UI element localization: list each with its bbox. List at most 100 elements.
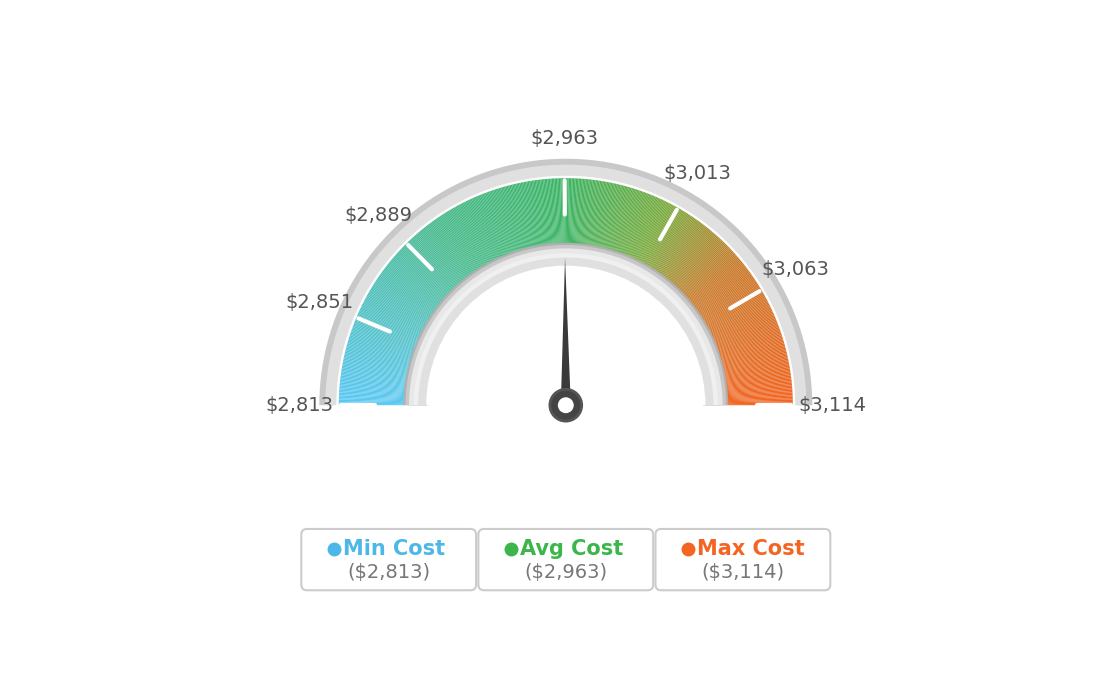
Wedge shape (698, 327, 779, 357)
Wedge shape (676, 264, 744, 318)
Wedge shape (344, 355, 428, 375)
Wedge shape (357, 315, 436, 350)
Wedge shape (445, 212, 492, 286)
Wedge shape (353, 323, 435, 355)
Wedge shape (700, 337, 783, 364)
Wedge shape (343, 357, 428, 376)
Text: $2,813: $2,813 (265, 395, 333, 415)
Wedge shape (381, 273, 452, 324)
Wedge shape (614, 192, 644, 273)
Wedge shape (634, 206, 677, 282)
Wedge shape (423, 228, 478, 295)
Wedge shape (641, 213, 689, 287)
Wedge shape (692, 305, 769, 344)
Wedge shape (463, 202, 502, 279)
Wedge shape (593, 182, 612, 267)
Wedge shape (470, 199, 508, 277)
Wedge shape (570, 178, 573, 264)
Wedge shape (417, 232, 475, 299)
Wedge shape (585, 180, 598, 266)
Wedge shape (675, 262, 743, 317)
Wedge shape (703, 357, 788, 376)
Wedge shape (476, 196, 511, 276)
Wedge shape (389, 262, 457, 317)
Wedge shape (465, 201, 505, 279)
Wedge shape (611, 190, 639, 272)
Wedge shape (412, 238, 470, 302)
Text: Min Cost: Min Cost (343, 540, 445, 560)
Wedge shape (350, 334, 432, 362)
Wedge shape (524, 181, 541, 267)
Circle shape (558, 397, 574, 413)
Wedge shape (566, 178, 569, 264)
Wedge shape (668, 249, 731, 309)
Wedge shape (563, 178, 565, 264)
Text: $3,114: $3,114 (798, 395, 867, 415)
Wedge shape (566, 178, 567, 264)
Wedge shape (682, 277, 754, 327)
Wedge shape (355, 317, 436, 352)
Wedge shape (705, 371, 790, 385)
Wedge shape (440, 215, 489, 288)
Wedge shape (622, 197, 657, 277)
Wedge shape (477, 196, 511, 276)
Wedge shape (461, 203, 502, 280)
Wedge shape (626, 200, 664, 278)
Wedge shape (702, 346, 785, 369)
Wedge shape (549, 179, 556, 265)
Wedge shape (427, 224, 481, 293)
Wedge shape (705, 374, 790, 386)
Wedge shape (539, 179, 550, 266)
Wedge shape (459, 204, 500, 281)
Wedge shape (650, 224, 704, 293)
Wedge shape (705, 382, 792, 392)
Wedge shape (340, 377, 426, 388)
Wedge shape (369, 291, 444, 335)
Wedge shape (558, 178, 561, 264)
Wedge shape (702, 351, 787, 373)
Wedge shape (688, 292, 763, 336)
Wedge shape (696, 319, 776, 353)
Wedge shape (679, 270, 750, 322)
Wedge shape (545, 179, 554, 265)
Wedge shape (655, 229, 711, 297)
Wedge shape (609, 189, 637, 272)
Wedge shape (381, 272, 452, 323)
Wedge shape (458, 205, 499, 282)
Wedge shape (662, 239, 722, 303)
Wedge shape (616, 193, 648, 274)
Wedge shape (582, 179, 593, 266)
Wedge shape (703, 353, 787, 374)
Wedge shape (702, 347, 786, 371)
Wedge shape (444, 213, 491, 286)
Wedge shape (359, 310, 438, 347)
Wedge shape (498, 188, 524, 270)
Wedge shape (584, 180, 597, 266)
Wedge shape (363, 301, 440, 342)
Wedge shape (488, 192, 518, 273)
Wedge shape (680, 273, 751, 324)
Wedge shape (357, 316, 436, 351)
Wedge shape (507, 186, 530, 269)
Wedge shape (500, 188, 526, 270)
Wedge shape (617, 194, 650, 275)
Wedge shape (342, 367, 427, 382)
Wedge shape (681, 275, 753, 326)
Wedge shape (464, 201, 503, 279)
Wedge shape (704, 362, 789, 379)
Wedge shape (448, 210, 493, 285)
Wedge shape (532, 181, 545, 266)
Wedge shape (686, 286, 760, 332)
Wedge shape (343, 360, 428, 378)
Wedge shape (342, 362, 427, 379)
Wedge shape (691, 302, 768, 342)
Wedge shape (375, 281, 448, 329)
Wedge shape (657, 232, 714, 299)
Wedge shape (629, 203, 670, 280)
Wedge shape (652, 226, 707, 295)
Wedge shape (614, 192, 646, 273)
Wedge shape (340, 385, 425, 394)
Wedge shape (471, 198, 508, 277)
Wedge shape (393, 257, 459, 314)
Wedge shape (482, 194, 514, 275)
